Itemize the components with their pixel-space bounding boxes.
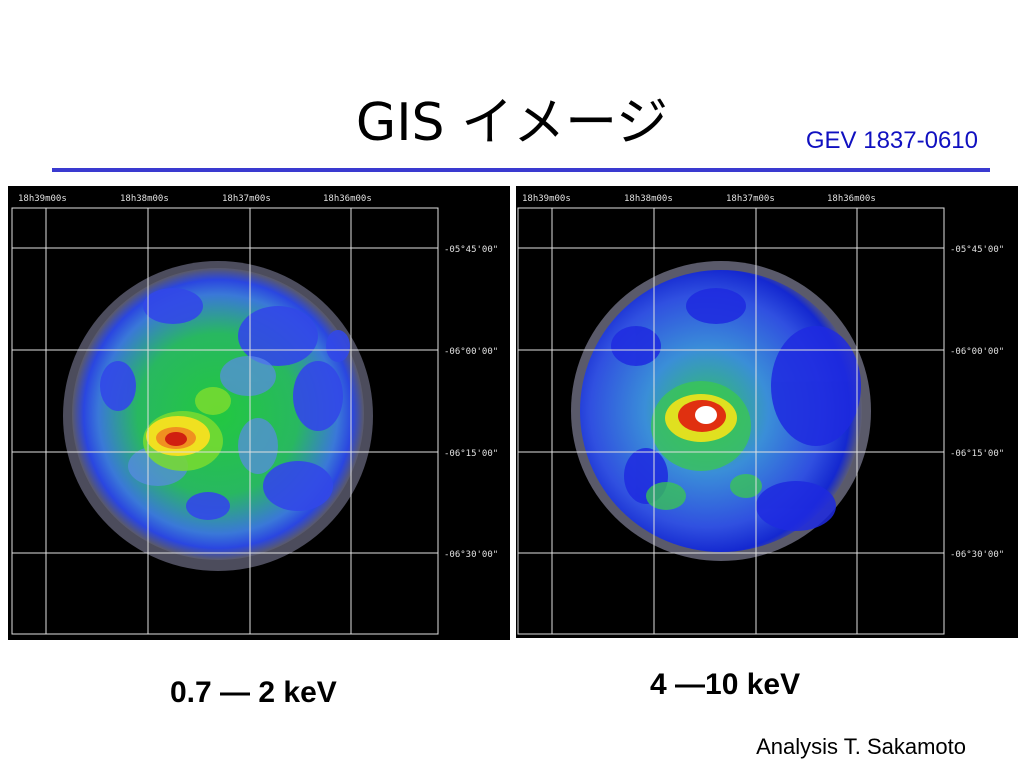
dec-tick-label: -06°15'00" (444, 449, 498, 459)
dec-tick-label: -06°00'00" (950, 347, 1004, 357)
ra-tick-label: 18h39m00s (18, 194, 67, 204)
dec-tick-label: -05°45'00" (444, 245, 498, 255)
source-white-peak (695, 406, 717, 424)
slide-title: GIS イメージ (355, 93, 669, 153)
dec-tick-label: -06°00'00" (444, 347, 498, 357)
title-divider (52, 168, 990, 172)
dec-tick-label: -06°15'00" (950, 449, 1004, 459)
hard-band-label: 4 ―10 keV (650, 668, 801, 701)
coordinate-grid (517, 207, 945, 635)
object-identifier: GEV 1837-0610 (805, 127, 978, 154)
dec-tick-label: -06°30'00" (444, 550, 498, 560)
coordinate-grid (11, 207, 439, 635)
ra-tick-label: 18h37m00s (726, 194, 775, 204)
ra-tick-label: 18h39m00s (522, 194, 571, 204)
ra-tick-label: 18h36m00s (323, 194, 372, 204)
hard-band-image-panel: 18h39m00s 18h38m00s 18h37m00s 18h36m00s … (516, 186, 1018, 638)
low-intensity-patches (100, 288, 350, 520)
ra-tick-label: 18h38m00s (120, 194, 169, 204)
ra-tick-label: 18h38m00s (624, 194, 673, 204)
dec-tick-label: -06°30'00" (950, 550, 1004, 560)
soft-band-label: 0.7 ― 2 keV (170, 676, 337, 709)
soft-band-image-panel: 18h39m00s 18h38m00s 18h37m00s 18h36m00s … (8, 186, 510, 640)
analysis-credit: Analysis T. Sakamoto (756, 734, 966, 759)
soft-band-xray-image: 18h39m00s 18h38m00s 18h37m00s 18h36m00s … (11, 194, 498, 635)
ra-tick-label: 18h37m00s (222, 194, 271, 204)
dec-tick-label: -05°45'00" (950, 245, 1004, 255)
ra-tick-label: 18h36m00s (827, 194, 876, 204)
hard-band-xray-image: 18h39m00s 18h38m00s 18h37m00s 18h36m00s … (517, 194, 1004, 635)
source-red-peak (165, 432, 187, 446)
